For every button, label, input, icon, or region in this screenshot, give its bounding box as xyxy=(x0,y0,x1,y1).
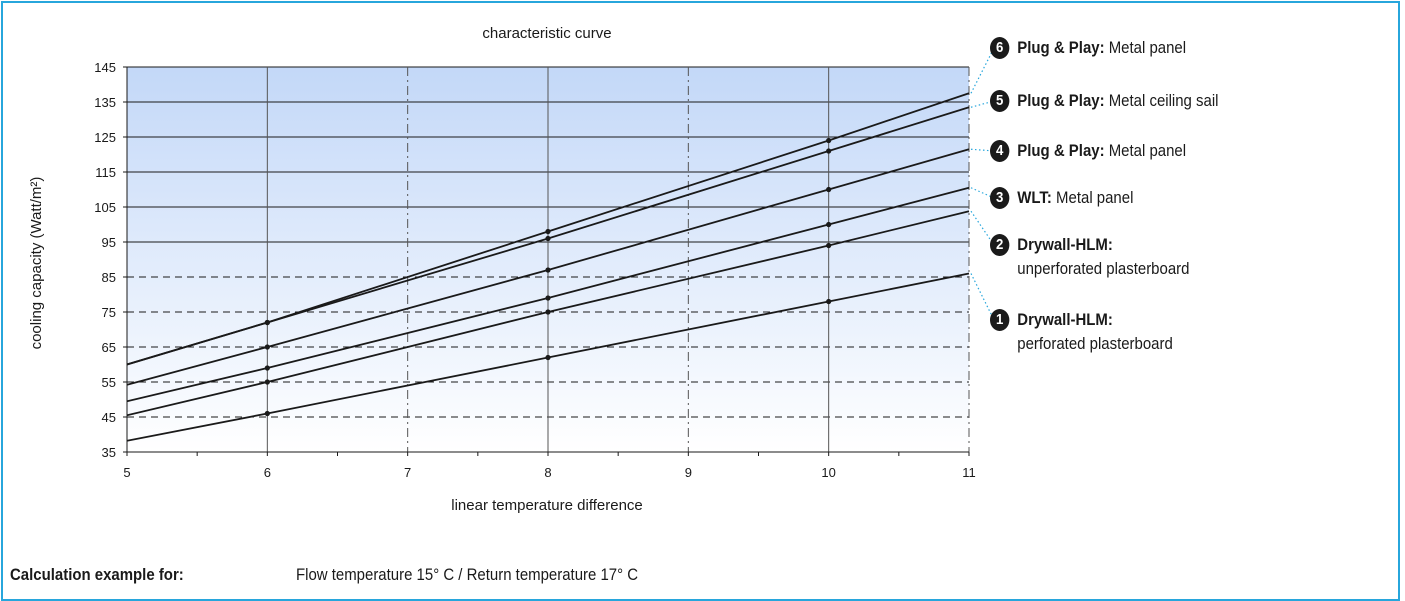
x-tick-label: 9 xyxy=(685,465,692,480)
data-point xyxy=(545,235,551,242)
leader-line xyxy=(970,210,995,246)
y-tick-label: 75 xyxy=(102,305,116,320)
axes: 35 45 55 65 75 85 95 105 115 125 135 145 5 6 7 8 9 10 11 xyxy=(94,60,975,480)
leader-line xyxy=(970,273,995,321)
x-tick-label: 8 xyxy=(544,465,551,480)
data-point xyxy=(826,148,832,154)
data-point xyxy=(545,309,551,315)
footer-text: Flow temperature 15° C / Return temperat… xyxy=(296,565,639,584)
legend-sublabel: unperforated plasterboard xyxy=(1017,259,1190,278)
data-point xyxy=(545,354,551,361)
y-tick-label: 65 xyxy=(102,340,116,355)
x-axis-label: linear temperature difference xyxy=(451,497,643,514)
number-badge-icon: 3 xyxy=(990,187,1010,209)
data-point xyxy=(545,267,551,273)
data-point xyxy=(264,344,270,350)
data-point xyxy=(264,319,270,326)
number-badge-icon: 6 xyxy=(990,37,1010,59)
y-tick-label: 35 xyxy=(102,445,116,460)
y-tick-label: 55 xyxy=(102,375,116,390)
legend-bold-label: Plug & Play: xyxy=(1017,141,1105,160)
x-tick-label: 5 xyxy=(123,465,130,480)
legend-label: Metal ceiling sail xyxy=(1104,91,1219,110)
number-badge-icon: 5 xyxy=(990,90,1010,112)
legend-item-5: 5 Plug & Play: Metal ceiling sail xyxy=(990,89,1218,113)
legend-bold-label: Drywall-HLM: xyxy=(1017,235,1113,254)
legend-label: Metal panel xyxy=(1104,141,1187,160)
number-badge-icon: 4 xyxy=(990,140,1010,162)
legend-label: Metal panel xyxy=(1104,38,1187,57)
data-point xyxy=(264,365,270,371)
legend-item-4: 4 Plug & Play: Metal panel xyxy=(990,139,1186,163)
x-tick-label: 11 xyxy=(962,465,976,480)
legend-item-3: 3 WLT: Metal panel xyxy=(990,186,1133,210)
x-tick-label: 10 xyxy=(821,465,835,480)
data-point xyxy=(826,221,832,228)
legend-item-1: 1 Drywall-HLM: perforated plasterboard xyxy=(990,308,1173,356)
data-point xyxy=(826,137,832,144)
data-point xyxy=(264,379,270,385)
y-tick-label: 145 xyxy=(94,60,116,75)
y-tick-label: 105 xyxy=(94,200,116,215)
legend-label: Metal panel xyxy=(1051,188,1134,207)
x-tick-label: 6 xyxy=(264,465,271,480)
legend-bold-label: Plug & Play: xyxy=(1017,91,1105,110)
legend-item-6: 6 Plug & Play: Metal panel xyxy=(990,36,1186,60)
series-layer xyxy=(126,92,970,442)
legend-bold-label: Drywall-HLM: xyxy=(1017,310,1113,329)
legend-bold-label: Plug & Play: xyxy=(1017,38,1105,57)
data-point xyxy=(545,228,551,235)
number-badge-icon: 1 xyxy=(990,309,1010,331)
data-point xyxy=(826,298,832,305)
y-tick-label: 115 xyxy=(95,165,116,180)
number-badge-icon: 2 xyxy=(990,234,1010,256)
data-point xyxy=(545,295,551,301)
y-axis-label: cooling capacity (Watt/m²) xyxy=(28,177,45,350)
data-point xyxy=(264,410,270,417)
legend-item-2: 2 Drywall-HLM: unperforated plasterboard xyxy=(990,233,1189,281)
x-tick-label: 7 xyxy=(404,465,411,480)
data-point xyxy=(826,186,832,193)
footer-label: Calculation example for: xyxy=(10,565,184,584)
y-tick-label: 85 xyxy=(102,270,116,285)
chart-title: characteristic curve xyxy=(482,25,611,42)
legend-sublabel: perforated plasterboard xyxy=(1017,334,1173,353)
y-tick-label: 45 xyxy=(102,410,116,425)
grid xyxy=(127,66,970,452)
legend-bold-label: WLT: xyxy=(1017,188,1052,207)
data-point xyxy=(826,242,832,249)
y-tick-label: 95 xyxy=(102,235,116,250)
y-tick-label: 135 xyxy=(94,95,116,110)
footer: Calculation example for: Flow temperature… xyxy=(10,565,638,585)
leader-line xyxy=(970,47,995,94)
y-tick-label: 125 xyxy=(94,130,116,145)
